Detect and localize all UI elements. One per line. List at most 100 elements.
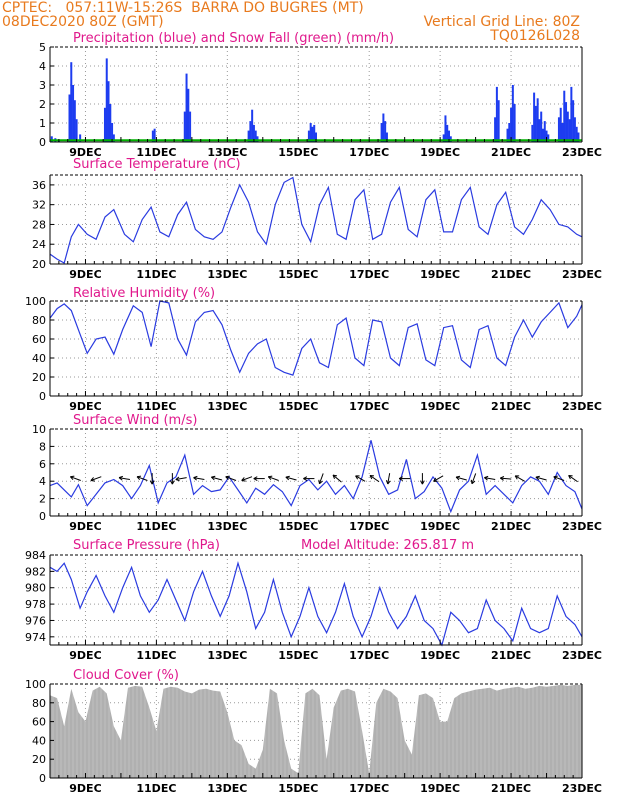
wind-arrow [568,475,578,483]
x-tick-label: 21DEC [491,400,531,413]
wind-arrow [387,473,391,485]
y-tick-label: 978 [25,598,46,611]
precipitation-bar [536,98,539,142]
x-tick-label: 13DEC [207,649,247,662]
wind-arrow-head [268,475,273,478]
x-tick-label: 17DEC [349,146,389,159]
y-tick-label: 10 [32,423,46,436]
x-tick-label: 23DEC [562,400,602,413]
x-tick-label: 13DEC [207,520,247,533]
precipitation-bar [442,134,445,142]
wind-arrow-head [225,475,230,478]
y-tick-label: 3 [39,79,46,92]
wind-arrow-head [285,475,290,478]
precipitation-bar [307,130,310,142]
wind-arrow [553,476,565,481]
wind-arrow-head [253,476,258,480]
y-tick-label: 984 [25,549,46,562]
wind-arrow-head [70,475,75,478]
y-tick-label: 28 [32,218,46,231]
precipitation-bar [541,128,544,142]
wind-arrow-head [211,476,215,481]
precipitation-bar [570,86,573,142]
y-tick-label: 20 [32,753,46,766]
y-tick-label: 980 [25,582,46,595]
precipitation-bar [513,104,516,142]
panel-title: Surface Wind (m/s) [73,413,197,428]
y-tick-label: 976 [25,614,46,627]
wind-arrow [90,476,102,481]
y-tick-label: 20 [32,258,46,271]
x-tick-label: 11DEC [136,146,176,159]
precipitation-bar [577,132,580,142]
precipitation-bar [50,136,53,142]
x-tick-label: 21DEC [491,268,531,281]
x-tick-label: 9DEC [69,649,101,662]
y-tick-label: 1 [39,117,46,130]
y-tick-label: 80 [32,314,46,327]
x-tick-label: 19DEC [420,400,460,413]
x-tick-label: 9DEC [69,520,101,533]
y-tick-label: 2 [39,98,46,111]
x-tick-label: 17DEC [349,520,389,533]
precipitation-bar [573,117,576,142]
precipitation-bar [315,132,317,142]
x-tick-label: 17DEC [349,400,389,413]
precipitation-bar [444,115,447,142]
precipitation-bar [559,107,562,142]
series-line [49,440,583,514]
x-tick-label: 19DEC [420,649,460,662]
wind-arrow-head [332,474,338,477]
precipitation-bar [185,73,188,142]
wind-arrow [136,476,148,481]
panel-annotation: Model Altitude: 265.817 m [301,538,474,553]
x-tick-label: 9DEC [69,146,101,159]
wind-arrow-head [553,476,557,481]
precipitation-bar [384,121,387,142]
precipitation-bar [448,130,450,142]
precipitation-bar [112,134,115,142]
x-tick-label: 11DEC [136,268,176,281]
x-tick-label: 13DEC [207,782,247,795]
precipitation-bar [189,111,192,142]
x-tick-label: 15DEC [278,146,318,159]
wind-arrow-head [253,478,258,481]
precipitation-bar [565,102,568,142]
wind-arrow-head [420,480,423,485]
precipitation-bar [497,100,500,142]
precipitation-bar [557,117,560,142]
precipitation-bar [311,126,314,142]
precipitation-bar [561,123,564,142]
precipitation-bar [540,111,543,142]
x-tick-label: 17DEC [349,782,389,795]
x-tick-label: 19DEC [420,268,460,281]
y-tick-label: 8 [39,440,46,453]
precipitation-bar [382,113,385,142]
precipitation-bar [563,90,566,142]
y-tick-label: 0 [39,772,46,785]
precipitation-bar [68,94,71,142]
y-tick-label: 0 [39,136,46,149]
x-tick-label: 13DEC [207,400,247,413]
wind-arrow-head [193,477,197,481]
wind-arrow-head [398,476,403,480]
precipitation-bar [572,100,575,142]
y-tick-label: 100 [25,678,46,691]
precipitation-bar [531,124,534,142]
y-tick-label: 100 [25,295,46,308]
wind-arrow-head [118,477,123,481]
wind-arrow-head [193,475,198,479]
panel-title: Surface Pressure (hPa) [73,538,220,553]
precipitation-bar [109,104,112,142]
precipitation-bar [249,121,252,142]
wind-arrow-head [514,475,518,480]
precipitation-bar [153,128,156,142]
y-tick-label: 4 [39,60,46,73]
x-tick-label: 11DEC [136,400,176,413]
wind-arrow-head [303,478,308,481]
panel-title: Cloud Cover (%) [73,668,179,683]
wind-arrow-head [170,480,173,485]
wind-arrow-head [455,476,460,481]
precipitation-bar [111,123,114,142]
